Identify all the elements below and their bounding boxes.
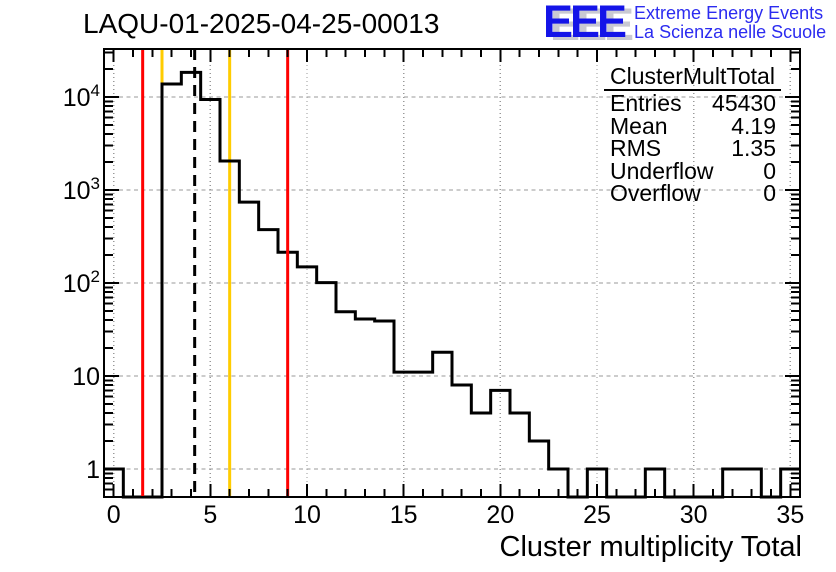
stats-value: 4.19 [731, 112, 776, 139]
stats-value: 1.35 [731, 135, 776, 162]
stats-label: Entries [610, 90, 682, 116]
x-tick-label: 15 [390, 501, 418, 529]
y-tick-label: 102 [63, 267, 100, 298]
stats-box-rows: Entries 45430 Mean 4.19 RMS 1.35 Underfl… [604, 91, 781, 205]
x-tick-label: 5 [203, 501, 217, 529]
y-tick-label: 104 [63, 81, 100, 112]
plot-frame [103, 48, 801, 498]
stats-row-underflow: Underflow 0 [610, 157, 776, 184]
y-tick-label: 103 [63, 174, 100, 205]
plot-title: LAQU-01-2025-04-25-00013 [83, 8, 440, 39]
x-tick-label: 25 [583, 501, 611, 529]
x-tick-labels: 0 5 10 15 20 25 30 35 [107, 501, 805, 529]
histogram-line [104, 70, 800, 499]
stats-row-overflow: Overflow 0 [610, 182, 776, 205]
gridlines [104, 49, 800, 497]
eee-logo-line1: Extreme Energy Events [634, 3, 824, 23]
axis-ticks [104, 49, 800, 497]
eee-logo: EEE Extreme Energy Events La Scienza nel… [543, 0, 826, 47]
stats-row-entries: Entries 45430 [610, 92, 776, 115]
eee-logo-letters: EEE [543, 0, 627, 47]
stats-box: ClusterMultTotal Entries 45430 Mean 4.19… [604, 63, 781, 205]
y-tick-label: 1 [86, 456, 100, 484]
stats-value: 0 [763, 157, 776, 184]
eee-logo-subtitle: Extreme Energy Events La Scienza nelle S… [634, 1, 826, 42]
stats-row-mean: Mean 4.19 [610, 112, 776, 139]
stats-label: Underflow [610, 157, 714, 184]
marker-lines-over [141, 49, 290, 497]
stats-label: RMS [610, 135, 662, 162]
stats-label: Overflow [610, 180, 701, 207]
x-tick-label: 10 [293, 501, 321, 529]
y-tick-labels: 1 10 102 103 104 [63, 81, 100, 484]
y-tick-label: 10 [72, 363, 100, 391]
x-tick-label: 30 [680, 501, 708, 529]
stats-label: Mean [610, 112, 668, 139]
eee-logo-line2: La Scienza nelle Scuole [634, 22, 827, 42]
stats-row-rms: RMS 1.35 [610, 137, 776, 160]
x-tick-label: 20 [486, 501, 514, 529]
stats-value: 0 [763, 180, 776, 207]
stats-box-title: ClusterMultTotal [604, 63, 781, 91]
x-tick-label: 35 [776, 501, 804, 529]
stats-value: 45430 [712, 90, 776, 116]
x-tick-label: 0 [107, 501, 121, 529]
x-axis-title: Cluster multiplicity Total [499, 531, 802, 563]
